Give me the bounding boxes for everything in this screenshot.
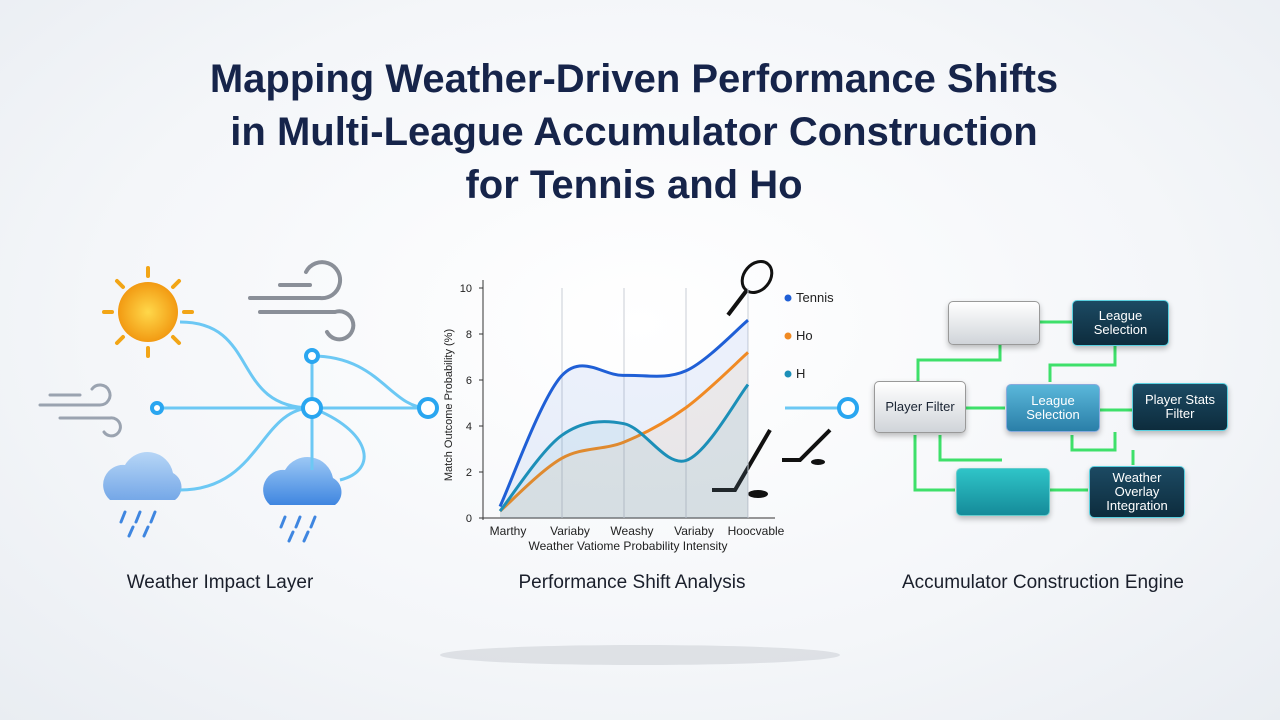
- y-tick-label: 0: [466, 513, 472, 525]
- cloud-icon: [263, 457, 342, 505]
- wind-icon: [248, 260, 356, 342]
- legend-swatch: [784, 332, 792, 340]
- wind-lines: [38, 383, 122, 438]
- rain: [119, 510, 317, 543]
- y-tick-label: 2: [466, 467, 472, 479]
- weather-icons: [38, 260, 859, 543]
- series-line: [498, 383, 750, 513]
- y-tick-label: 4: [466, 421, 472, 433]
- connectors: [160, 320, 845, 492]
- legend-label: Tennis: [796, 290, 834, 305]
- title-line: for Tennis and Ho: [465, 163, 802, 207]
- node: Player Filter: [874, 381, 966, 433]
- sport-icons: [712, 260, 832, 498]
- captions: Weather Impact Layer Performance Shift A…: [127, 572, 1184, 593]
- caption: Performance Shift Analysis: [518, 572, 745, 593]
- title-line: Mapping Weather-Driven Performance Shift…: [210, 57, 1058, 101]
- x-axis-label: Weather Vatiome Probability Intensity: [529, 539, 728, 553]
- junctions: [150, 348, 859, 419]
- x-tick-label: Variaby: [674, 524, 714, 538]
- node: Player Stats Filter: [1132, 383, 1228, 431]
- series-line: [498, 319, 749, 508]
- x-tick-label: Marthy: [490, 524, 527, 538]
- y-tick-label: 8: [466, 329, 472, 341]
- cloud-icon: [103, 452, 182, 500]
- y-tick-label: 10: [460, 283, 472, 295]
- x-tick-label: Variaby: [550, 524, 590, 538]
- blank-node: [956, 468, 1050, 516]
- legend-label: H: [796, 366, 805, 381]
- series-area: [500, 320, 748, 518]
- series-area: [500, 384, 748, 518]
- title: Mapping Weather-Driven Performance Shift…: [210, 57, 1058, 207]
- node: Weather Overlay Integration: [1089, 466, 1185, 518]
- legend-swatch: [784, 294, 792, 302]
- legend-label: Ho: [796, 328, 813, 343]
- legend-swatch: [784, 370, 792, 378]
- x-tick-label: Hoocvable: [728, 524, 785, 538]
- title-line: in Multi-League Accumulator Construction: [230, 110, 1037, 154]
- series-line: [499, 351, 749, 513]
- caption: Accumulator Construction Engine: [902, 572, 1184, 593]
- x-tick-label: Weashy: [610, 524, 653, 538]
- y-axis-label: Match Outcome Probability (%): [443, 329, 455, 481]
- blank-node: [948, 301, 1040, 345]
- shadow: [440, 645, 840, 665]
- caption: Weather Impact Layer: [127, 572, 314, 593]
- node: League Selection: [1072, 300, 1169, 346]
- y-tick-label: 6: [466, 375, 472, 387]
- series-area: [500, 352, 748, 518]
- engine-links: [913, 320, 1135, 492]
- sun-icon: [102, 266, 194, 358]
- node: League Selection: [1006, 384, 1100, 432]
- chart: Match Outcome Probability (%) Weather Va…: [443, 280, 834, 553]
